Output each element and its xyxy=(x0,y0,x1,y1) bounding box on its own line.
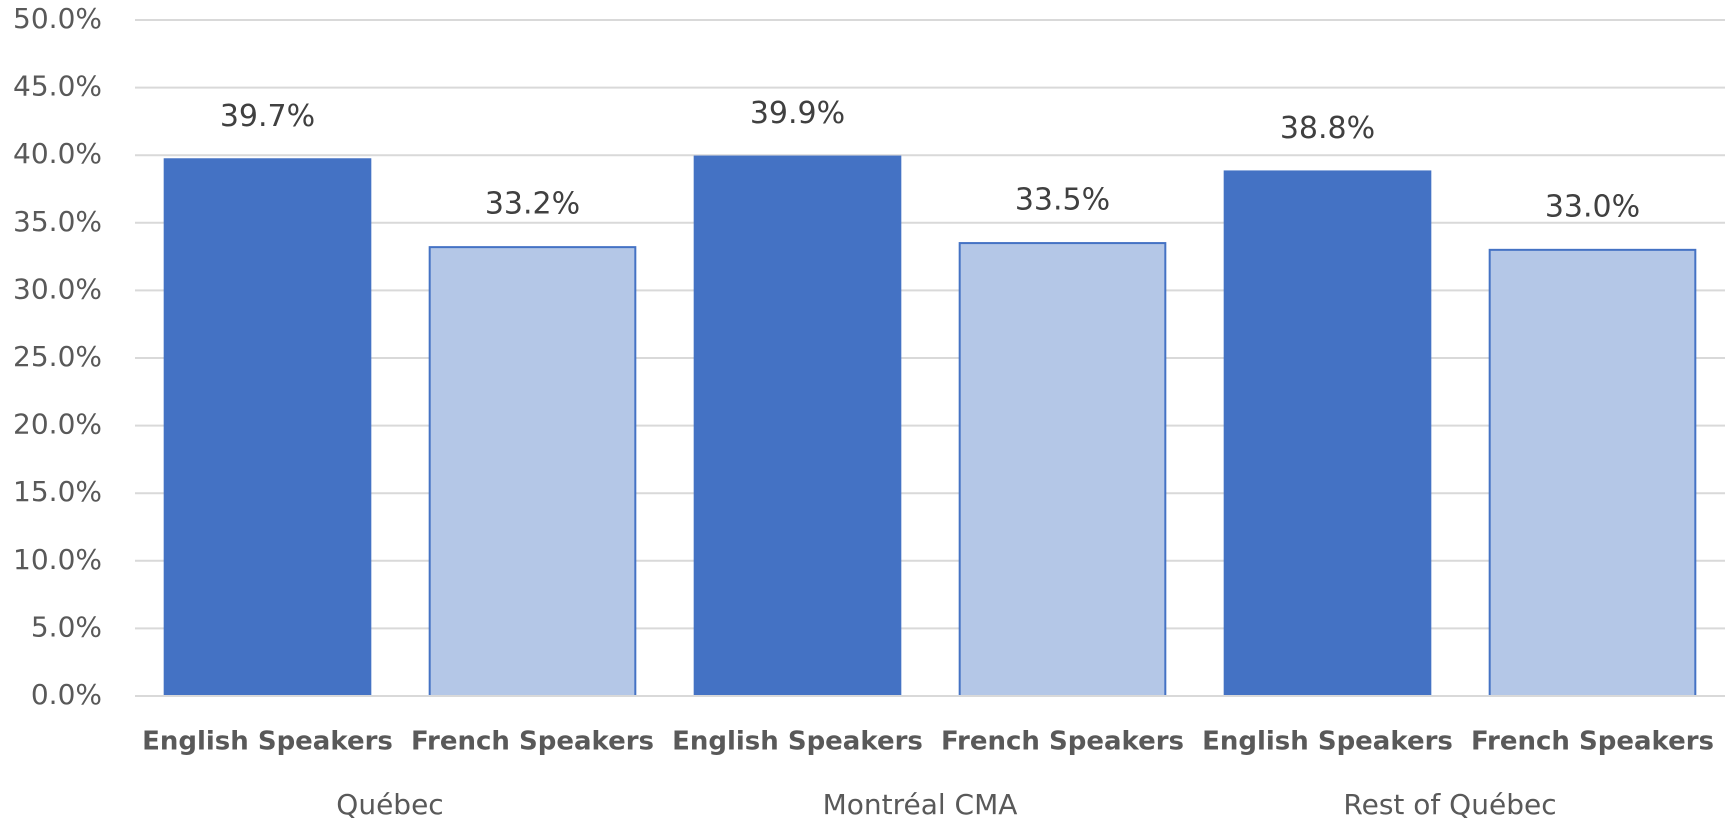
y-tick-label: 45.0% xyxy=(13,70,102,103)
bar xyxy=(1223,170,1432,697)
data-label: 39.7% xyxy=(220,99,315,134)
y-tick-label: 15.0% xyxy=(13,475,102,508)
x-tick-label: English Speakers xyxy=(672,727,923,757)
x-tick-label: French Speakers xyxy=(941,727,1184,757)
bar xyxy=(163,158,372,698)
bar xyxy=(693,155,902,697)
y-tick-label: 10.0% xyxy=(13,543,102,576)
y-tick-label: 25.0% xyxy=(13,340,102,373)
data-label: 38.8% xyxy=(1280,111,1375,146)
x-tick-label: English Speakers xyxy=(1202,727,1453,757)
bar xyxy=(958,242,1167,698)
x-tick-label: French Speakers xyxy=(1471,727,1714,757)
y-tick-label: 0.0% xyxy=(31,678,102,711)
group-label: Rest of Québec xyxy=(1343,788,1556,821)
data-label: 33.2% xyxy=(485,187,580,222)
bar xyxy=(428,246,637,698)
x-tick-label: English Speakers xyxy=(142,727,393,757)
bar xyxy=(1488,248,1697,697)
y-tick-label: 40.0% xyxy=(13,137,102,170)
y-tick-label: 50.0% xyxy=(13,2,102,35)
data-label: 33.5% xyxy=(1015,183,1110,218)
group-label: Québec xyxy=(336,788,443,821)
y-tick-label: 20.0% xyxy=(13,408,102,441)
y-tick-label: 35.0% xyxy=(13,205,102,238)
group-label: Montréal CMA xyxy=(823,788,1018,821)
y-tick-label: 30.0% xyxy=(13,272,102,305)
y-tick-label: 5.0% xyxy=(31,610,102,643)
x-tick-label: French Speakers xyxy=(411,727,654,757)
data-label: 33.0% xyxy=(1545,189,1640,224)
data-label: 39.9% xyxy=(750,96,845,131)
